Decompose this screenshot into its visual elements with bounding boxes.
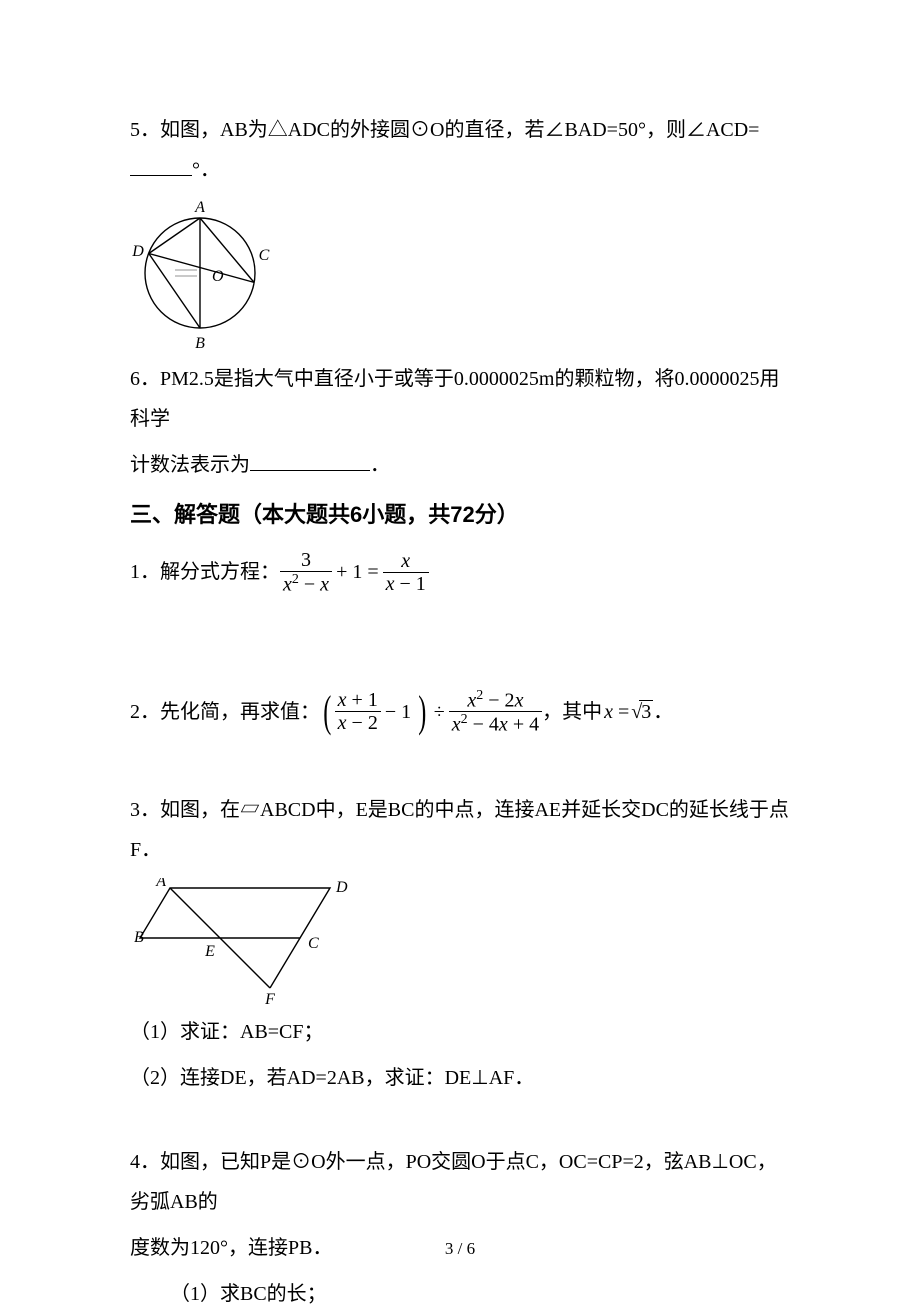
- p1-lhs-num: 3: [280, 549, 332, 572]
- p3-label-B: B: [134, 929, 144, 946]
- problem-4-sub1: （1）求BC的长；: [130, 1274, 790, 1314]
- p3-label-C: C: [308, 935, 319, 952]
- p2-b-frac: x2 − 2xx2 − 4x + 4: [449, 688, 542, 736]
- q6-blank: [250, 451, 370, 471]
- q6-l2-before: 计数法表示为: [130, 454, 250, 476]
- q5-figure: A D C O B: [130, 198, 790, 353]
- p1-label: 1．解分式方程：: [130, 552, 280, 592]
- p2-b-den: x2 − 4x + 4: [449, 712, 542, 736]
- question-5: 5．如图，AB为△ADC的外接圆⊙O的直径，若∠BAD=50°，则∠ACD= °．: [130, 110, 790, 190]
- p1-plus-eq: + 1 =: [332, 552, 383, 592]
- problem-3-sub1: （1）求证：AB=CF；: [130, 1012, 790, 1052]
- problem-2: 2．先化简，再求值： ( x + 1x − 2 − 1 ) ÷ x2 − 2xx…: [130, 688, 790, 736]
- problem-3-stem: 3．如图，在▱ABCD中，E是BC的中点，连接AE并延长交DC的延长线于点F．: [130, 790, 790, 870]
- p2-tail-before: ，其中: [542, 692, 602, 732]
- p3-label-D: D: [335, 879, 348, 896]
- p1-lhs-frac: 3x2 − x: [280, 549, 332, 596]
- q5-blank: [130, 156, 192, 176]
- label-C: C: [259, 247, 270, 264]
- p2-label: 2．先化简，再求值：: [130, 692, 320, 732]
- q5-text-before: 5．如图，AB为△ADC的外接圆⊙O的直径，若∠BAD=50°，则∠ACD=: [130, 119, 759, 141]
- p2-a-frac: x + 1x − 2: [335, 689, 381, 734]
- p2-b-num: x2 − 2x: [449, 688, 542, 713]
- p1-rhs-frac: xx − 1: [383, 550, 429, 595]
- section-3-title: 三、解答题（本大题共6小题，共72分）: [130, 493, 790, 537]
- question-6-line2: 计数法表示为 ．: [130, 445, 790, 485]
- p1-lhs-den: x2 − x: [280, 572, 332, 596]
- label-O: O: [212, 268, 224, 285]
- p2-minus1: − 1: [381, 692, 415, 732]
- label-D: D: [131, 243, 144, 260]
- p3-label-E: E: [204, 943, 215, 960]
- p2-rparen: ): [418, 690, 426, 734]
- p2-tail-after: ．: [653, 692, 673, 732]
- p2-a-den: x − 2: [335, 712, 381, 734]
- problem-3-sub2: （2）连接DE，若AD=2AB，求证：DE⊥AF．: [130, 1058, 790, 1098]
- q5-text-after: °．: [192, 159, 220, 181]
- page-number: 3 / 6: [0, 1232, 920, 1266]
- problem-4-line1: 4．如图，已知P是⊙O外一点，PO交圆O于点C，OC=CP=2，弦AB⊥OC，劣…: [130, 1142, 790, 1222]
- label-B: B: [195, 335, 205, 352]
- p2-sqrt-val: 3: [639, 700, 653, 723]
- q6-l2-after: ．: [370, 454, 390, 476]
- p3-label-A: A: [155, 878, 166, 890]
- question-6-line1: 6．PM2.5是指大气中直径小于或等于0.0000025m的颗粒物，将0.000…: [130, 359, 790, 439]
- problem-1: 1．解分式方程： 3x2 − x + 1 = xx − 1: [130, 549, 790, 596]
- label-A: A: [194, 199, 205, 216]
- p2-div: ÷: [430, 692, 449, 732]
- p3-figure: A D B C E F: [130, 878, 790, 1006]
- p2-sqrt: √3: [629, 692, 653, 732]
- p2-a-num: x + 1: [335, 689, 381, 712]
- p3-label-F: F: [264, 991, 275, 1006]
- p1-rhs-den: x − 1: [383, 573, 429, 595]
- p2-lparen: (: [323, 690, 331, 734]
- p1-rhs-num: x: [383, 550, 429, 573]
- p2-xeq: x =: [602, 692, 629, 732]
